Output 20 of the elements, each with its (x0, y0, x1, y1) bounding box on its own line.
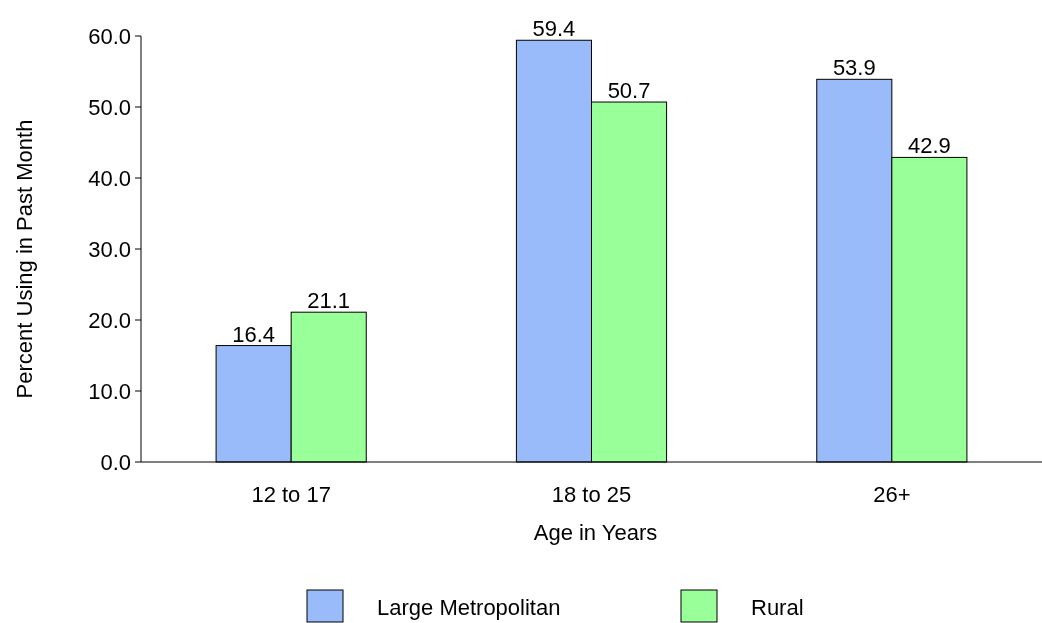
y-tick-label: 20.0 (88, 307, 131, 333)
data-label: 16.4 (232, 321, 276, 347)
y-tick-label: 40.0 (88, 165, 131, 191)
y-tick-label: 50.0 (88, 94, 131, 120)
x-axis-title: Age in Years (533, 520, 658, 545)
legend-label: Rural (751, 594, 804, 620)
y-tick-label: 10.0 (88, 378, 131, 404)
legend-label: Large Metropolitan (377, 594, 561, 620)
data-label: 42.9 (907, 133, 951, 159)
y-tick-label: 30.0 (88, 236, 131, 262)
x-tick-label: 26+ (873, 482, 911, 507)
data-label: 50.7 (607, 78, 651, 104)
y-tick-label: 60.0 (88, 23, 131, 49)
x-tick-label: 18 to 25 (551, 482, 632, 507)
y-tick-label: 0.0 (100, 449, 131, 475)
data-label: 21.1 (307, 288, 351, 314)
data-label: 53.9 (832, 55, 876, 81)
x-tick-label: 12 to 17 (251, 482, 331, 507)
data-label: 59.4 (532, 16, 576, 42)
y-axis-title: Percent Using in Past Month (12, 119, 37, 399)
